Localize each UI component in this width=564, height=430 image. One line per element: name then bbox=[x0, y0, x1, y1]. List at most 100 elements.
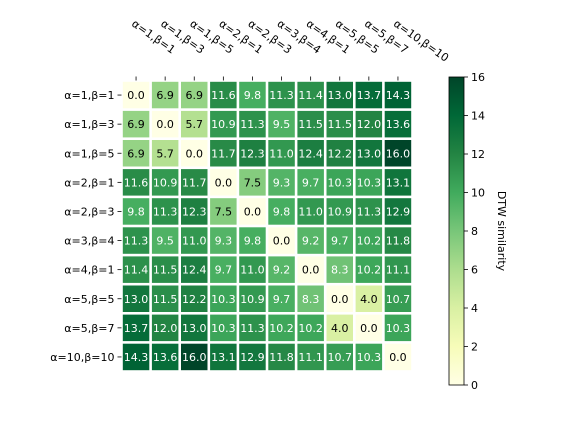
cell-value-label: 11.0 bbox=[182, 235, 207, 248]
cell-value-label: 0.0 bbox=[273, 235, 291, 248]
cell-value-label: 13.6 bbox=[153, 351, 178, 364]
cell-value-label: 11.3 bbox=[124, 235, 149, 248]
cell-value-label: 11.3 bbox=[153, 205, 178, 218]
cell-value-label: 16.0 bbox=[386, 147, 411, 160]
heatmap-cell bbox=[326, 198, 353, 225]
cell-value-label: 11.5 bbox=[153, 264, 178, 277]
cell-value-label: 9.8 bbox=[244, 89, 262, 102]
cell-value-label: 12.0 bbox=[357, 118, 382, 131]
cell-value-label: 10.2 bbox=[269, 322, 294, 335]
cell-value-label: 9.7 bbox=[273, 293, 291, 306]
cell-value-label: 11.3 bbox=[240, 118, 265, 131]
heatmap-cell bbox=[355, 140, 383, 167]
colorbar-tick-label: 4 bbox=[471, 302, 478, 315]
heatmap-cell bbox=[384, 314, 412, 342]
colorbar-tick-label: 12 bbox=[471, 148, 485, 161]
cell-value-label: 13.1 bbox=[386, 176, 411, 189]
cell-value-label: 10.2 bbox=[298, 322, 323, 335]
cell-value-label: 13.0 bbox=[328, 89, 353, 102]
y-tick-label: α=4,β=1 bbox=[64, 264, 114, 277]
cell-value-label: 9.7 bbox=[215, 264, 233, 277]
heatmap-cell bbox=[122, 169, 150, 196]
heatmap-cell bbox=[181, 256, 208, 283]
cell-value-label: 9.7 bbox=[331, 235, 349, 248]
cell-value-label: 13.7 bbox=[124, 322, 149, 335]
heatmap-cell bbox=[326, 110, 353, 138]
cell-value-label: 9.3 bbox=[273, 176, 291, 189]
heatmap-cell bbox=[210, 169, 237, 196]
cell-value-label: 4.0 bbox=[360, 293, 378, 306]
heatmap-cell bbox=[239, 169, 266, 196]
cell-value-label: 11.0 bbox=[298, 205, 323, 218]
heatmap-cell bbox=[210, 110, 237, 138]
heatmap-cell bbox=[181, 314, 208, 342]
heatmap-cell bbox=[326, 227, 353, 254]
heatmap-cell bbox=[297, 256, 324, 283]
heatmap-cell bbox=[239, 256, 266, 283]
cell-value-label: 10.9 bbox=[328, 205, 353, 218]
heatmap-cell bbox=[122, 227, 150, 254]
heatmap-cell bbox=[355, 256, 383, 283]
cell-value-label: 4.0 bbox=[331, 322, 349, 335]
heatmap-cell bbox=[181, 169, 208, 196]
heatmap-cell bbox=[210, 343, 237, 371]
cell-value-label: 9.3 bbox=[215, 235, 233, 248]
heatmap-cell bbox=[210, 285, 237, 312]
cell-value-label: 10.3 bbox=[211, 322, 236, 335]
heatmap-cell bbox=[268, 198, 295, 225]
heatmap-cell bbox=[297, 110, 324, 138]
cell-value-label: 10.2 bbox=[357, 264, 382, 277]
cell-value-label: 11.5 bbox=[298, 118, 323, 131]
cell-value-label: 13.0 bbox=[124, 293, 149, 306]
cell-value-label: 11.8 bbox=[386, 235, 411, 248]
colorbar-tick-label: 8 bbox=[471, 225, 478, 238]
cell-value-label: 11.1 bbox=[386, 264, 411, 277]
cell-value-label: 11.5 bbox=[328, 118, 353, 131]
heatmap-cell bbox=[355, 110, 383, 138]
cell-value-label: 10.3 bbox=[328, 176, 353, 189]
heatmap-cell bbox=[268, 343, 295, 371]
heatmap-cell bbox=[326, 169, 353, 196]
cell-value-label: 10.9 bbox=[240, 293, 265, 306]
cell-value-label: 11.5 bbox=[153, 293, 178, 306]
heatmap-cell bbox=[151, 285, 179, 312]
heatmap-cell bbox=[355, 227, 383, 254]
heatmap-cell bbox=[181, 198, 208, 225]
heatmap-cell bbox=[122, 285, 150, 312]
heatmap-cell bbox=[268, 256, 295, 283]
cell-value-label: 8.3 bbox=[331, 264, 349, 277]
cell-value-label: 11.6 bbox=[124, 176, 149, 189]
heatmap-cell bbox=[384, 285, 412, 312]
heatmap-cell bbox=[355, 169, 383, 196]
heatmap-cell bbox=[355, 285, 383, 312]
cell-value-label: 8.3 bbox=[302, 293, 320, 306]
colorbar-tick-label: 16 bbox=[471, 71, 485, 84]
heatmap-cell bbox=[122, 140, 150, 167]
heatmap-cell bbox=[326, 314, 353, 342]
cell-value-label: 0.0 bbox=[302, 264, 320, 277]
heatmap-cell bbox=[239, 140, 266, 167]
heatmap-cell bbox=[355, 198, 383, 225]
heatmap-cell bbox=[210, 81, 237, 109]
cell-value-label: 12.4 bbox=[298, 147, 323, 160]
cell-value-label: 10.9 bbox=[153, 176, 178, 189]
colorbar-tick-label: 14 bbox=[471, 110, 485, 123]
cell-value-label: 9.2 bbox=[302, 235, 320, 248]
y-tick-label: α=5,β=5 bbox=[64, 293, 114, 306]
cell-value-label: 0.0 bbox=[186, 147, 204, 160]
cell-value-label: 10.7 bbox=[386, 293, 411, 306]
heatmap-cell bbox=[297, 198, 324, 225]
cell-value-label: 13.7 bbox=[357, 89, 382, 102]
heatmap-cell bbox=[239, 343, 266, 371]
cell-value-label: 11.8 bbox=[269, 351, 294, 364]
heatmap-cell bbox=[384, 81, 412, 109]
y-tick-label: α=1,β=1 bbox=[64, 89, 114, 102]
heatmap-cell bbox=[122, 110, 150, 138]
heatmap-cell bbox=[297, 169, 324, 196]
cell-value-label: 12.4 bbox=[182, 264, 207, 277]
heatmap-cell bbox=[268, 169, 295, 196]
cell-value-label: 10.7 bbox=[328, 351, 353, 364]
heatmap-cell bbox=[151, 343, 179, 371]
heatmap-cell bbox=[151, 256, 179, 283]
